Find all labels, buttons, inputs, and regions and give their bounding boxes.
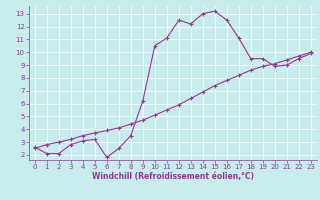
X-axis label: Windchill (Refroidissement éolien,°C): Windchill (Refroidissement éolien,°C) <box>92 172 254 181</box>
